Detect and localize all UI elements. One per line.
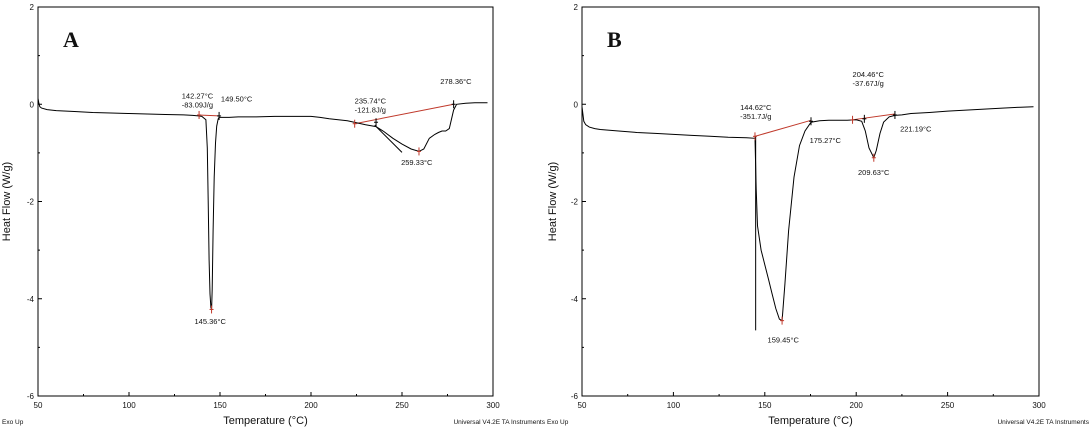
onset-tangent — [374, 124, 403, 153]
panel-letter: B — [607, 27, 622, 52]
x-tick-label: 250 — [395, 401, 409, 410]
chart-panel-b: 50 100 150 200 250 300 2 0 -2 -4 -6 Temperature (°C… — [547, 3, 1090, 427]
heat-flow-curve — [581, 106, 1034, 322]
x-tick-label: 150 — [758, 401, 772, 410]
point-marker — [780, 316, 785, 325]
point-marker — [871, 153, 876, 162]
point-marker — [197, 110, 202, 119]
instrument-label: Universal V4.2E TA Instruments — [453, 419, 545, 426]
y-tick-label: 2 — [30, 3, 35, 12]
peak-annotation: -351.7J/g — [740, 112, 771, 121]
peak-annotation: 145.36°C — [195, 317, 227, 326]
x-tick-label: 50 — [34, 401, 43, 410]
plot-frame — [581, 6, 1040, 397]
point-marker — [892, 110, 897, 119]
exo-up-label: Exo Up — [2, 419, 24, 426]
y-tick-label: -6 — [571, 392, 579, 401]
point-marker — [808, 117, 813, 126]
x-tick-label: 50 — [578, 401, 587, 410]
point-marker — [352, 119, 357, 128]
x-axis-title: Temperature (°C) — [768, 415, 852, 427]
integration-baseline — [354, 103, 454, 125]
peak-annotation: 209.63°C — [858, 168, 890, 177]
point-marker — [862, 114, 867, 123]
x-tick-label: 100 — [667, 401, 681, 410]
y-tick-label: -4 — [571, 295, 579, 304]
peak-annotation: 278.36°C — [440, 77, 472, 86]
x-tick-label: 300 — [1032, 401, 1046, 410]
peak-annotation: 149.50°C — [221, 94, 253, 103]
y-tick-label: 0 — [30, 100, 35, 109]
y-tick-label: -2 — [571, 198, 579, 207]
peak-annotation: -83.09J/g — [182, 100, 213, 109]
peak-annotation: 159.45°C — [768, 336, 800, 345]
exo-up-label: Exo Up — [547, 419, 569, 426]
peak-annotation: 142.27°C — [182, 91, 214, 100]
peak-annotation: -121.8J/g — [355, 105, 386, 114]
peak-annotation: 259.33°C — [401, 158, 433, 167]
point-marker — [416, 147, 421, 156]
y-axis-title: Heat Flow (W/g) — [1, 162, 13, 241]
x-tick-label: 150 — [213, 401, 227, 410]
plot-frame — [37, 6, 494, 397]
x-tick-label: 300 — [486, 401, 500, 410]
point-marker — [451, 100, 456, 109]
point-marker — [209, 305, 214, 314]
peak-annotation: 235.74°C — [355, 96, 387, 105]
y-axis-title: Heat Flow (W/g) — [547, 162, 559, 241]
x-tick-label: 250 — [941, 401, 955, 410]
point-marker — [850, 115, 855, 124]
peak-annotation: 204.46°C — [853, 70, 885, 79]
chart-panel-a: 50 100 150 200 250 300 2 0 -2 -4 -6 Temperature (°C… — [1, 3, 546, 427]
integration-baseline — [198, 114, 220, 117]
peak-annotation: 144.62°C — [740, 103, 772, 112]
x-tick-label: 100 — [122, 401, 136, 410]
x-tick-label: 200 — [850, 401, 864, 410]
point-marker — [374, 118, 379, 127]
heat-flow-curve — [37, 98, 488, 310]
panel-letter: A — [63, 27, 79, 52]
point-marker — [752, 132, 757, 141]
y-tick-label: -6 — [27, 392, 35, 401]
instrument-label: Universal V4.2E TA Instruments — [997, 419, 1089, 426]
integration-baseline — [754, 119, 812, 137]
peak-annotation: 175.27°C — [810, 136, 842, 145]
peak-annotation: -37.67J/g — [853, 79, 884, 88]
integration-baseline — [852, 113, 896, 121]
y-tick-label: -4 — [27, 295, 35, 304]
x-tick-label: 200 — [304, 401, 318, 410]
point-marker — [217, 111, 222, 120]
y-tick-label: 0 — [574, 100, 579, 109]
peak-annotation: 221.19°C — [900, 124, 932, 133]
y-tick-label: 2 — [574, 3, 579, 12]
x-axis-title: Temperature (°C) — [223, 415, 307, 427]
y-tick-label: -2 — [27, 198, 35, 207]
